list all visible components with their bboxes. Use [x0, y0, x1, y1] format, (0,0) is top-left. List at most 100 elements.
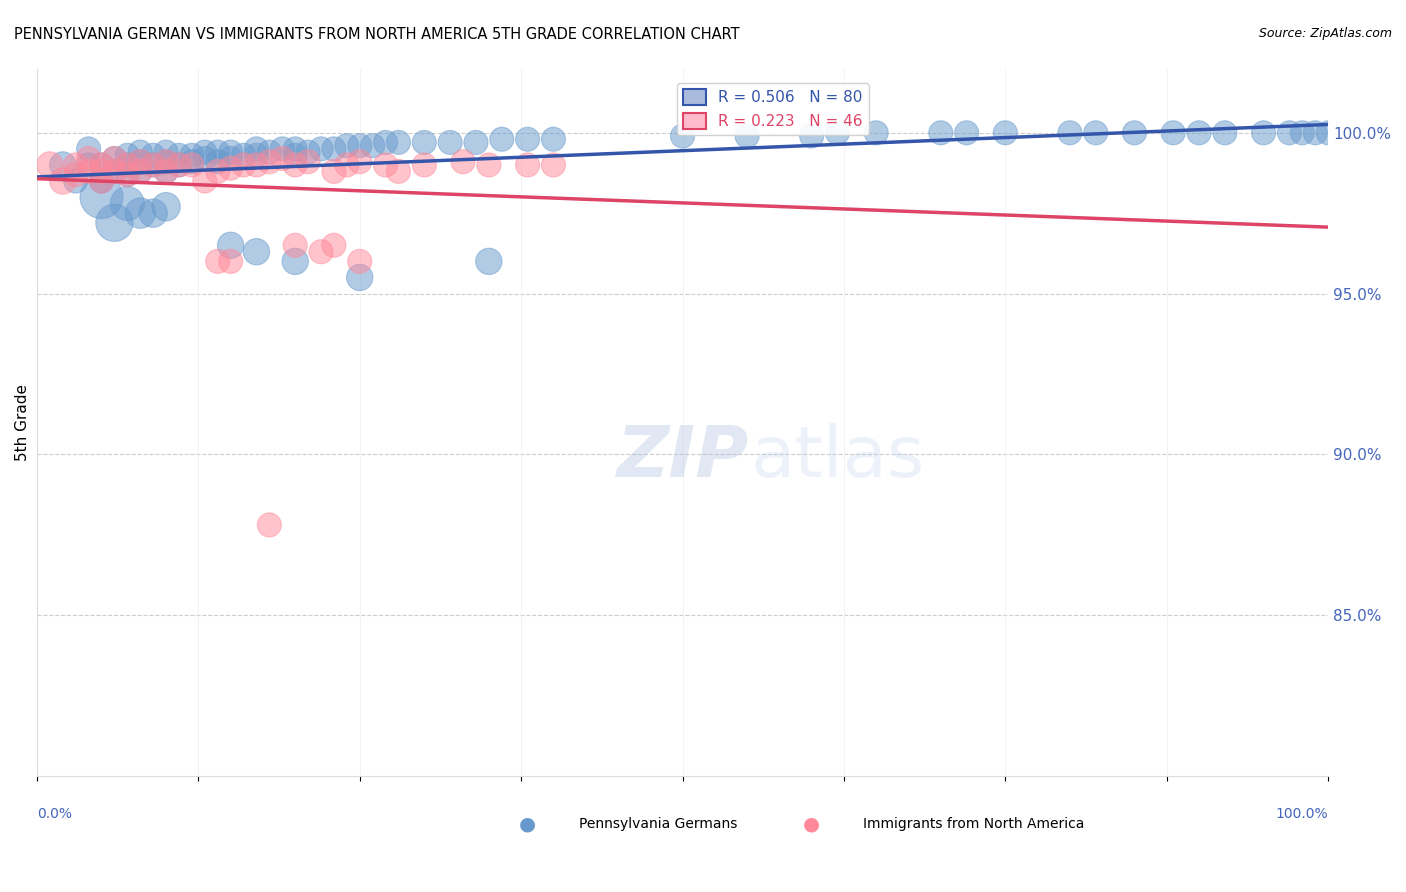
- Point: [117, 158, 139, 172]
- Point: [77, 152, 100, 166]
- Point: [167, 148, 190, 162]
- Point: [155, 200, 177, 214]
- Point: [361, 138, 384, 153]
- Point: [52, 158, 75, 172]
- Point: [439, 136, 461, 150]
- Point: [491, 132, 513, 146]
- Point: [207, 154, 229, 169]
- Text: 0.0%: 0.0%: [37, 807, 72, 822]
- Point: [90, 174, 112, 188]
- Y-axis label: 5th Grade: 5th Grade: [15, 384, 30, 460]
- Point: [180, 148, 202, 162]
- Point: [245, 244, 267, 259]
- Point: [451, 154, 474, 169]
- Point: [865, 126, 887, 140]
- Point: [478, 254, 501, 268]
- Point: [735, 128, 758, 143]
- Point: [1291, 126, 1313, 140]
- Point: [90, 158, 112, 172]
- Point: [77, 164, 100, 178]
- Point: [117, 168, 139, 182]
- Point: [129, 154, 152, 169]
- Point: [155, 164, 177, 178]
- Point: [117, 168, 139, 182]
- Point: [284, 254, 307, 268]
- Point: [349, 254, 371, 268]
- Point: [155, 164, 177, 178]
- Point: [117, 148, 139, 162]
- Point: [180, 154, 202, 169]
- Point: [271, 142, 294, 156]
- Point: [155, 154, 177, 169]
- Point: [387, 164, 409, 178]
- Point: [245, 148, 267, 162]
- Point: [167, 158, 190, 172]
- Point: [52, 174, 75, 188]
- Point: [207, 164, 229, 178]
- Point: [103, 152, 125, 166]
- Text: Immigrants from North America: Immigrants from North America: [863, 817, 1084, 830]
- Point: [65, 168, 87, 182]
- Text: Source: ZipAtlas.com: Source: ZipAtlas.com: [1258, 27, 1392, 40]
- Point: [245, 142, 267, 156]
- Point: [65, 174, 87, 188]
- Point: [322, 238, 344, 252]
- Point: [219, 145, 242, 160]
- Point: [259, 145, 281, 160]
- Point: [103, 152, 125, 166]
- Point: [90, 164, 112, 178]
- Point: [929, 126, 952, 140]
- Point: [543, 132, 565, 146]
- Text: 100.0%: 100.0%: [1275, 807, 1329, 822]
- Point: [322, 142, 344, 156]
- Point: [349, 138, 371, 153]
- Point: [309, 244, 332, 259]
- Point: [103, 164, 125, 178]
- Point: [129, 164, 152, 178]
- Text: PENNSYLVANIA GERMAN VS IMMIGRANTS FROM NORTH AMERICA 5TH GRADE CORRELATION CHART: PENNSYLVANIA GERMAN VS IMMIGRANTS FROM N…: [14, 27, 740, 42]
- Point: [259, 517, 281, 532]
- Point: [322, 164, 344, 178]
- Point: [259, 154, 281, 169]
- Point: [516, 158, 538, 172]
- Point: [271, 152, 294, 166]
- Point: [142, 158, 165, 172]
- Point: [349, 270, 371, 285]
- Point: [232, 158, 254, 172]
- Legend: R = 0.506   N = 80, R = 0.223   N = 46: R = 0.506 N = 80, R = 0.223 N = 46: [678, 83, 869, 135]
- Point: [117, 158, 139, 172]
- Point: [142, 148, 165, 162]
- Point: [1161, 126, 1184, 140]
- Point: [284, 148, 307, 162]
- Point: [1059, 126, 1081, 140]
- Text: Pennsylvania Germans: Pennsylvania Germans: [579, 817, 738, 830]
- Point: [207, 145, 229, 160]
- Point: [129, 154, 152, 169]
- Point: [194, 145, 217, 160]
- Point: [413, 136, 436, 150]
- Point: [219, 161, 242, 176]
- Text: ZIP: ZIP: [616, 423, 748, 491]
- Point: [955, 126, 977, 140]
- Point: [1188, 126, 1211, 140]
- Point: [129, 164, 152, 178]
- Point: [374, 158, 396, 172]
- Point: [155, 145, 177, 160]
- Point: [180, 158, 202, 172]
- Point: [336, 158, 359, 172]
- Point: [129, 206, 152, 220]
- Point: [994, 126, 1017, 140]
- Point: [297, 145, 319, 160]
- Point: [284, 238, 307, 252]
- Point: [827, 126, 849, 140]
- Point: [77, 142, 100, 156]
- Point: [387, 136, 409, 150]
- Point: [117, 196, 139, 211]
- Point: [374, 136, 396, 150]
- Point: [1317, 126, 1340, 140]
- Point: [309, 142, 332, 156]
- Point: [516, 132, 538, 146]
- Point: [219, 152, 242, 166]
- Point: [167, 158, 190, 172]
- Text: atlas: atlas: [751, 423, 925, 491]
